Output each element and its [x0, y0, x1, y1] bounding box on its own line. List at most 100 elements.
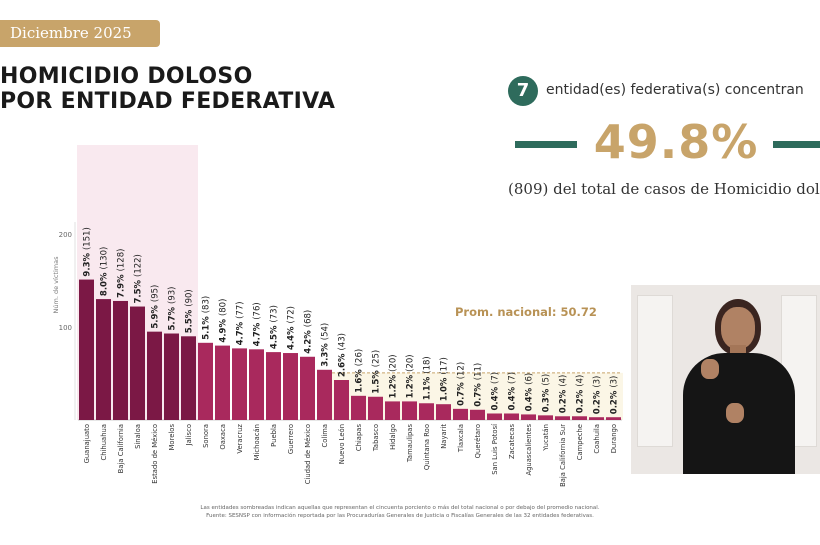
- bar: [317, 369, 332, 420]
- category-label: Durango: [610, 424, 618, 453]
- bar: [198, 342, 213, 420]
- bar: [181, 336, 196, 420]
- category-label: Baja California: [117, 424, 125, 473]
- footnote-line-1: Las entidades sombreadas indican aquella…: [200, 505, 600, 511]
- count-text: entidad(es) federativa(s) concentran: [546, 82, 804, 98]
- bar-value-label: 3.3% (54): [321, 323, 331, 367]
- bar: [215, 345, 230, 420]
- bar: [130, 306, 145, 420]
- bar-value-label: 2.6% (43): [338, 333, 348, 377]
- bar-value-label: 1.1% (18): [423, 356, 433, 400]
- category-label: Quintana Roo: [423, 424, 431, 470]
- category-label: Ciudad de México: [304, 424, 312, 484]
- bar: [487, 413, 502, 420]
- category-label: Aguascalientes: [525, 424, 533, 476]
- divider-line-right: [773, 141, 820, 148]
- bar: [96, 299, 111, 420]
- title-line-1: HOMICIDIO DOLOSO: [0, 64, 253, 89]
- bar-value-label: 1.5% (25): [372, 350, 382, 394]
- count-badge: 7: [508, 76, 538, 106]
- interpreter-face: [721, 307, 755, 349]
- bar: [249, 349, 264, 420]
- bar-value-label: 0.7% (11): [474, 363, 484, 407]
- total-cases-text: (809) del total de casos de Homicidio do…: [508, 180, 820, 198]
- bar: [606, 417, 621, 420]
- category-label: Tlaxcala: [457, 424, 465, 453]
- category-label: Campeche: [576, 424, 584, 460]
- category-label: Tamaulipas: [406, 424, 414, 464]
- y-tick-label: 200: [59, 231, 72, 239]
- bar-value-label: 0.2% (4): [559, 375, 569, 414]
- bar-value-label: 4.9% (80): [219, 299, 229, 343]
- category-label: Guerrero: [287, 424, 295, 454]
- bar: [147, 331, 162, 420]
- category-label: Sinaloa: [134, 424, 142, 449]
- category-label: Guanajuato: [83, 424, 91, 463]
- page-title: HOMICIDIO DOLOSO POR ENTIDAD FEDERATIVA: [0, 64, 335, 114]
- interpreter-hand-left: [701, 359, 719, 379]
- bar-value-label: 0.7% (12): [457, 362, 467, 406]
- category-label: Michoacán: [253, 424, 261, 460]
- bar: [300, 356, 315, 420]
- category-label: Oaxaca: [219, 424, 227, 450]
- category-label: Hidalgo: [389, 424, 397, 450]
- bar-value-label: 0.2% (4): [576, 375, 586, 414]
- y-tick-label: 100: [59, 324, 72, 332]
- bar-value-label: 7.9% (128): [117, 249, 127, 298]
- percentage-value: 49.8%: [593, 115, 759, 169]
- background-panel: [637, 295, 673, 447]
- bar-value-label: 0.4% (7): [508, 372, 518, 411]
- bar-value-label: 1.0% (17): [440, 357, 450, 401]
- bar-value-label: 0.4% (6): [525, 373, 535, 412]
- bar-value-label: 1.2% (20): [406, 354, 416, 398]
- category-label: Puebla: [270, 424, 278, 447]
- bar-value-label: 5.5% (90): [185, 289, 195, 333]
- category-label: Zacatecas: [508, 424, 516, 459]
- category-label: Nayarit: [440, 424, 448, 449]
- bar: [351, 395, 366, 420]
- bar-value-label: 1.2% (20): [389, 354, 399, 398]
- bar: [164, 333, 179, 420]
- average-label: Prom. nacional: 50.72: [455, 305, 597, 319]
- bar-value-label: 4.5% (73): [270, 305, 280, 349]
- sign-language-interpreter: [631, 285, 820, 474]
- category-label: Estado de México: [151, 424, 159, 484]
- bar: [572, 416, 587, 420]
- bar-value-label: 4.4% (72): [287, 306, 297, 350]
- bar: [419, 403, 434, 420]
- percentage-row: 49.8%: [515, 114, 820, 170]
- bar-value-label: 9.3% (151): [83, 227, 93, 276]
- divider-line-left: [515, 141, 577, 148]
- bar: [589, 417, 604, 420]
- category-label: Tabasco: [372, 424, 380, 452]
- category-label: Querétaro: [474, 424, 482, 458]
- bar-value-label: 8.0% (130): [100, 247, 110, 296]
- bar: [470, 409, 485, 420]
- category-label: Baja California Sur: [559, 424, 567, 487]
- footnote: Las entidades sombreadas indican aquella…: [160, 505, 640, 520]
- bar: [368, 396, 383, 420]
- bar: [79, 279, 94, 420]
- category-label: Coahuila: [593, 424, 601, 454]
- bar: [232, 348, 247, 420]
- category-label: Jalisco: [185, 424, 193, 446]
- title-line-2: POR ENTIDAD FEDERATIVA: [0, 89, 336, 114]
- bar-value-label: 0.4% (7): [491, 372, 501, 411]
- bar-value-label: 5.1% (83): [202, 296, 212, 340]
- footnote-line-2: Fuente: SESNSP con información reportada…: [206, 512, 594, 519]
- category-label: Veracruz: [236, 424, 244, 454]
- bar-value-label: 5.9% (95): [151, 285, 161, 329]
- y-axis-label: Núm. de víctimas: [52, 256, 60, 314]
- bar-value-label: 0.2% (3): [610, 376, 620, 415]
- bar: [266, 352, 281, 420]
- bar-value-label: 7.5% (122): [134, 254, 144, 303]
- bar-value-label: 0.3% (5): [542, 374, 552, 413]
- concentration-summary: 7 entidad(es) federativa(s) concentran: [508, 76, 820, 110]
- bar: [521, 414, 536, 420]
- bar: [402, 401, 417, 420]
- bar: [453, 408, 468, 420]
- bar-value-label: 4.7% (77): [236, 301, 246, 345]
- bar-value-label: 4.2% (68): [304, 310, 314, 354]
- bar-value-label: 5.7% (93): [168, 287, 178, 331]
